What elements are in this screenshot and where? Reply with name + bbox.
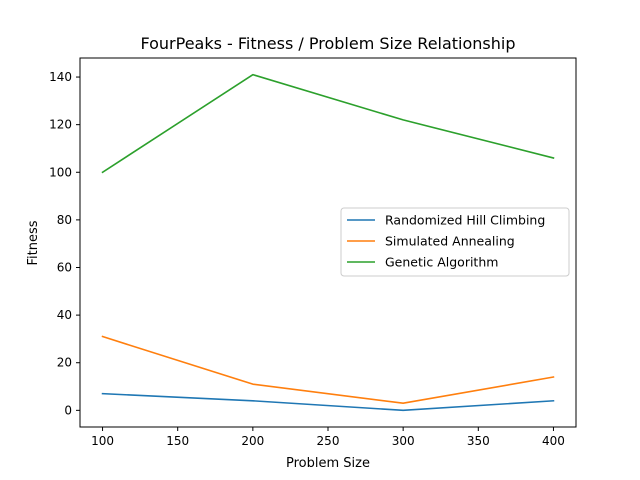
x-tick-label: 250 [317,434,340,448]
y-tick-label: 0 [64,403,72,417]
x-tick-label: 300 [392,434,415,448]
series-line-1 [101,335,555,404]
y-tick-label: 20 [57,356,72,370]
y-tick-label: 100 [49,165,72,179]
x-axis-label: Problem Size [286,456,370,471]
y-axis-label: Fitness [26,220,41,265]
series-line-0 [101,392,555,412]
legend-box [340,207,570,277]
x-tick-label: 150 [166,434,189,448]
axis-ticks: 100 150 200 250 300 350 400 0 20 40 60 80 100 120 140 [49,70,565,448]
y-tick-label: 120 [49,118,72,132]
chart-title: FourPeaks - Fitness / Problem Size Relat… [140,34,515,53]
series-lines [101,73,555,412]
legend: Randomized Hill Climbing Simulated Anneal… [340,207,570,277]
x-tick-label: 400 [542,434,565,448]
y-tick-label: 60 [57,260,72,274]
y-tick-label: 40 [57,308,72,322]
y-tick-label: 140 [49,70,72,84]
legend-label: Randomized Hill Climbing [385,213,545,228]
x-tick-label: 350 [467,434,490,448]
x-tick-label: 200 [241,434,264,448]
x-tick-label: 100 [91,434,114,448]
legend-label: Simulated Annealing [385,234,515,249]
series-line-2 [101,73,555,174]
plot-frame [79,57,577,428]
legend-label: Genetic Algorithm [385,255,498,270]
y-tick-label: 80 [57,213,72,227]
